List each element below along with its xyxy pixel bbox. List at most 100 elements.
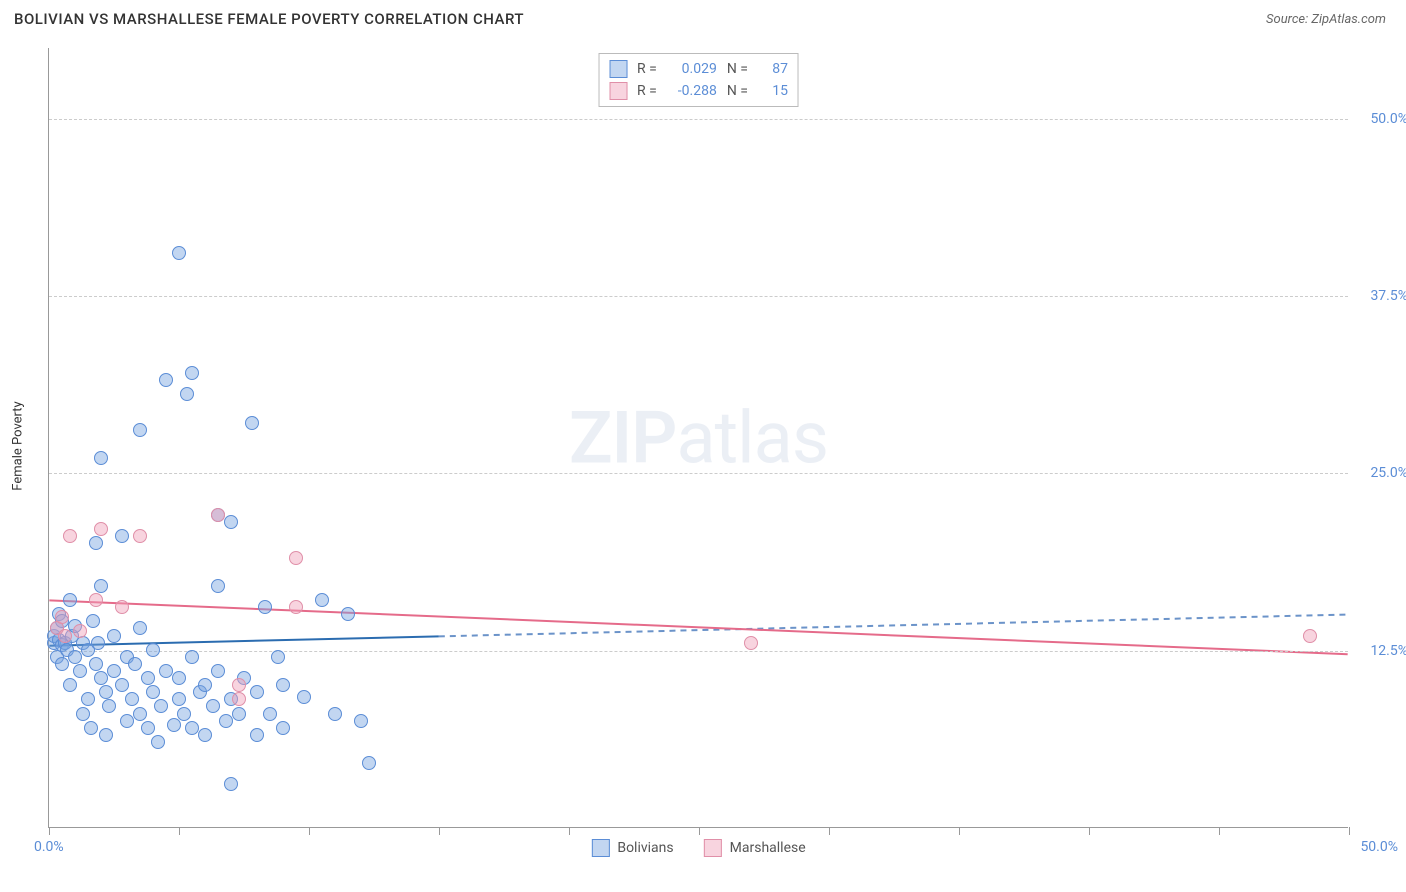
data-point	[362, 756, 376, 770]
data-point	[185, 650, 199, 664]
data-point	[315, 593, 329, 607]
y-tick-label: 12.5%	[1353, 643, 1406, 659]
x-tick	[309, 827, 310, 835]
data-point	[206, 699, 220, 713]
data-point	[289, 600, 303, 614]
data-point	[211, 664, 225, 678]
data-point	[107, 664, 121, 678]
stat-n-label: N =	[727, 61, 748, 77]
y-tick-label: 37.5%	[1353, 288, 1406, 304]
data-point	[120, 714, 134, 728]
data-point	[245, 416, 259, 430]
data-point	[159, 373, 173, 387]
watermark-bold: ZIP	[569, 395, 676, 480]
data-point	[151, 735, 165, 749]
data-point	[107, 629, 121, 643]
data-point	[250, 685, 264, 699]
x-tick	[49, 827, 50, 835]
chart-header: BOLIVIAN VS MARSHALLESE FEMALE POVERTY C…	[0, 0, 1406, 34]
data-point	[76, 707, 90, 721]
data-point	[185, 721, 199, 735]
data-point	[115, 678, 129, 692]
data-point	[63, 593, 77, 607]
data-point	[276, 721, 290, 735]
data-point	[73, 624, 87, 638]
data-point	[250, 728, 264, 742]
data-point	[224, 777, 238, 791]
stats-row: R =-0.288N =15	[609, 80, 788, 102]
data-point	[63, 678, 77, 692]
x-tick	[179, 827, 180, 835]
stat-r-value: -0.288	[667, 83, 717, 99]
x-tick	[569, 827, 570, 835]
data-point	[55, 610, 69, 624]
data-point	[133, 529, 147, 543]
stat-n-value: 15	[758, 83, 788, 99]
legend-item: Bolivians	[591, 839, 673, 857]
legend-label: Marshallese	[730, 840, 806, 856]
data-point	[128, 657, 142, 671]
data-point	[172, 246, 186, 260]
stat-r-value: 0.029	[667, 61, 717, 77]
data-point	[94, 451, 108, 465]
data-point	[63, 529, 77, 543]
data-point	[115, 600, 129, 614]
data-point	[232, 678, 246, 692]
data-point	[94, 671, 108, 685]
data-point	[146, 685, 160, 699]
x-axis-min-label: 0.0%	[34, 839, 64, 855]
data-point	[224, 515, 238, 529]
legend-label: Bolivians	[617, 840, 673, 856]
correlation-stats-legend: R =0.029N =87R =-0.288N =15	[598, 53, 799, 107]
data-point	[58, 629, 72, 643]
data-point	[89, 593, 103, 607]
x-tick	[1219, 827, 1220, 835]
data-point	[211, 508, 225, 522]
data-point	[185, 366, 199, 380]
data-point	[198, 728, 212, 742]
stat-r-label: R =	[637, 61, 657, 77]
data-point	[99, 728, 113, 742]
data-point	[744, 636, 758, 650]
data-point	[133, 707, 147, 721]
x-tick	[439, 827, 440, 835]
data-point	[198, 678, 212, 692]
x-tick	[829, 827, 830, 835]
scatter-chart: ZIPatlas R =0.029N =87R =-0.288N =15 0.0…	[48, 48, 1348, 828]
data-point	[89, 536, 103, 550]
data-point	[180, 387, 194, 401]
y-tick-label: 50.0%	[1353, 111, 1406, 127]
data-point	[219, 714, 233, 728]
data-point	[167, 718, 181, 732]
gridline	[49, 651, 1348, 652]
legend-swatch	[704, 839, 722, 857]
watermark: ZIPatlas	[569, 395, 828, 480]
data-point	[68, 650, 82, 664]
data-point	[133, 621, 147, 635]
data-point	[159, 664, 173, 678]
watermark-rest: atlas	[676, 395, 828, 480]
data-point	[177, 707, 191, 721]
x-tick	[699, 827, 700, 835]
data-point	[1303, 629, 1317, 643]
data-point	[73, 664, 87, 678]
data-point	[125, 692, 139, 706]
data-point	[91, 636, 105, 650]
data-point	[141, 721, 155, 735]
data-point	[94, 579, 108, 593]
y-tick-label: 25.0%	[1353, 465, 1406, 481]
data-point	[232, 692, 246, 706]
data-point	[102, 699, 116, 713]
chart-title: BOLIVIAN VS MARSHALLESE FEMALE POVERTY C…	[14, 10, 524, 28]
data-point	[84, 721, 98, 735]
data-point	[89, 657, 103, 671]
data-point	[115, 529, 129, 543]
x-tick	[959, 827, 960, 835]
legend-swatch	[609, 82, 627, 100]
data-point	[146, 643, 160, 657]
stat-r-label: R =	[637, 83, 657, 99]
data-point	[172, 692, 186, 706]
data-point	[276, 678, 290, 692]
data-point	[354, 714, 368, 728]
data-point	[133, 423, 147, 437]
